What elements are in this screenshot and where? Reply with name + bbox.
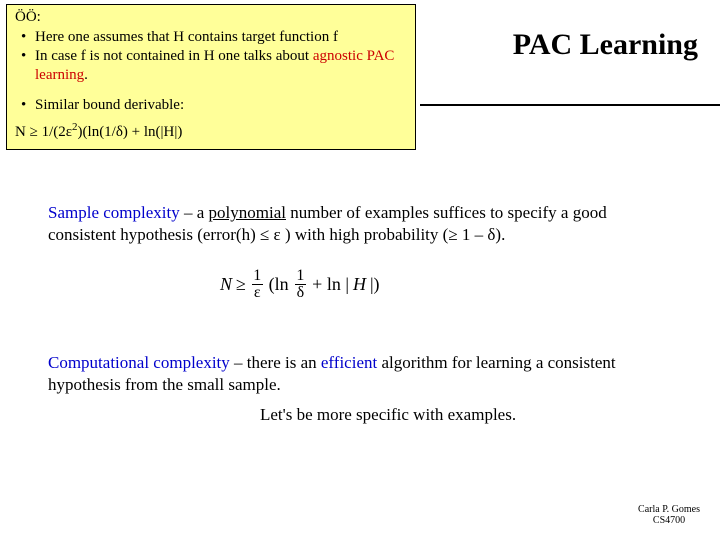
title-underline xyxy=(420,104,720,106)
formula-H: H xyxy=(353,274,366,295)
frac1-num: 1 xyxy=(253,268,261,284)
bound-formula-tail: )(ln(1/δ) + ln(|H|) xyxy=(78,124,183,140)
frac-1-delta: 1 δ xyxy=(295,268,307,301)
footer-name: Carla P. Gomes xyxy=(638,504,700,515)
page-title: PAC Learning xyxy=(513,28,698,62)
efficient-term: efficient xyxy=(321,353,377,372)
frac2-num: 1 xyxy=(296,268,304,284)
formula-plus: + ln | xyxy=(312,274,349,295)
frac1-den: ε xyxy=(252,284,263,301)
formula-ge: ≥ xyxy=(236,274,246,295)
note-item-3: Similar bound derivable: xyxy=(15,96,407,115)
computational-complexity-term: Computational complexity xyxy=(48,353,230,372)
bound-formula-head: N ≥ 1/(2ε xyxy=(15,124,72,140)
note-item-2a: In case f is not contained in H one talk… xyxy=(35,48,313,64)
computational-complexity-paragraph: Computational complexity – there is an e… xyxy=(48,352,678,396)
examples-line: Let's be more specific with examples. xyxy=(260,405,680,425)
note-list-2: Similar bound derivable: xyxy=(15,96,407,115)
formula-lp: (ln xyxy=(269,274,289,295)
frac-1-eps: 1 ε xyxy=(252,268,263,301)
footer-course: CS4700 xyxy=(638,515,700,526)
note-list: Here one assumes that H contains target … xyxy=(15,28,407,84)
frac2-den: δ xyxy=(295,284,307,301)
note-item-2: In case f is not contained in H one talk… xyxy=(15,47,407,85)
bound-formula: N ≥ 1/(2ε2)(ln(1/δ) + ln(|H|) xyxy=(15,121,407,141)
p1b: – a xyxy=(180,203,209,222)
p2b: – there is an xyxy=(230,353,321,372)
main-formula: N ≥ 1 ε (ln 1 δ + ln | H |) xyxy=(220,268,380,301)
formula-N: N xyxy=(220,274,232,295)
note-label: ÖÖ: xyxy=(15,9,407,26)
note-item-1: Here one assumes that H contains target … xyxy=(15,28,407,47)
annotation-box: ÖÖ: Here one assumes that H contains tar… xyxy=(6,4,416,150)
sample-complexity-paragraph: Sample complexity – a polynomial number … xyxy=(48,202,678,246)
sample-complexity-term: Sample complexity xyxy=(48,203,180,222)
slide: ÖÖ: Here one assumes that H contains tar… xyxy=(0,0,720,540)
note-item-2b: . xyxy=(84,67,88,83)
polynomial-term: polynomial xyxy=(209,203,286,222)
formula-bar: |) xyxy=(370,274,380,295)
slide-footer: Carla P. Gomes CS4700 xyxy=(638,504,700,526)
